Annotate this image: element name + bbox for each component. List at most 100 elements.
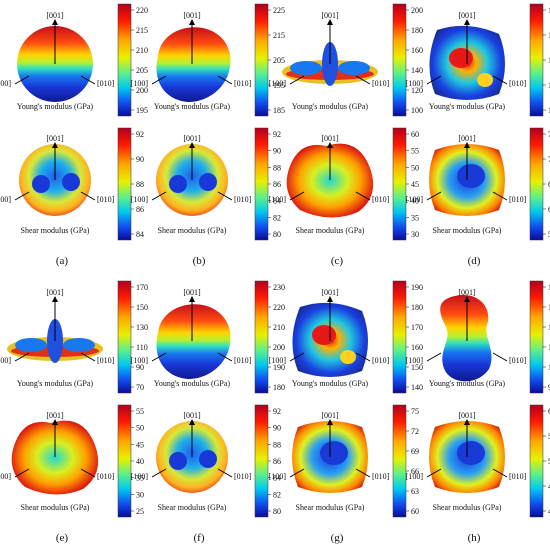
x-axis-label: [100] [406, 195, 424, 204]
y-axis-label: [010] [234, 195, 252, 204]
z-axis-label: [001] [46, 288, 64, 297]
z-axis-label: [001] [46, 411, 64, 420]
shear-colorbar [117, 127, 132, 241]
z-axis-label: [001] [183, 411, 201, 420]
young-title: Young's modulus (GPa) [429, 379, 506, 388]
z-axis-label: [001] [321, 411, 339, 420]
panel-label: (a) [56, 255, 69, 267]
colorbar-tick-label: 180 [548, 31, 550, 40]
x-axis-line [289, 75, 305, 85]
panel-a: [001] [100] [010] Young's modulus (GPa) 220 2… [0, 3, 148, 267]
colorbar-tick-label: 55 [411, 147, 419, 156]
colorbar-tick-label: 170 [548, 303, 550, 312]
z-axis-label: [001] [458, 11, 476, 20]
y-axis-label: [010] [372, 472, 390, 481]
x-axis-label: [100] [406, 356, 424, 365]
young-title: Young's modulus (GPa) [17, 102, 94, 111]
x-axis-line [14, 75, 30, 85]
y-axis-line [492, 468, 508, 478]
colorbar-tick-label: 180 [273, 383, 285, 392]
panel-label: (g) [331, 532, 344, 544]
colorbar-tick-label: 220 [273, 303, 285, 312]
colorbar-tick-label: 90 [273, 424, 281, 433]
shear-surface-spot [199, 173, 217, 191]
shear-surface [286, 143, 374, 218]
colorbar-tick-label: 230 [273, 283, 285, 292]
colorbar-tick-label: 205 [273, 56, 285, 65]
x-axis-label: [100] [131, 472, 149, 481]
y-axis-label: [010] [97, 356, 115, 365]
colorbar-tick-label: 88 [273, 163, 281, 172]
z-axis-label: [001] [183, 288, 201, 297]
y-axis-line [217, 75, 233, 85]
y-axis-line [217, 468, 233, 478]
colorbar-tick-label: 30 [411, 230, 419, 239]
colorbar-tick-label: 72 [411, 427, 419, 436]
young-title: Young's modulus (GPa) [17, 379, 94, 388]
colorbar-tick-label: 92 [273, 130, 281, 139]
y-axis-label: [010] [509, 195, 527, 204]
colorbar-tick-label: 150 [136, 303, 148, 312]
young-surface-lobe [15, 338, 47, 352]
colorbar-tick-label: 170 [136, 283, 148, 292]
young-colorbar [392, 280, 407, 394]
colorbar-tick-label: 88 [273, 440, 281, 449]
z-axis-label: [001] [321, 134, 339, 143]
colorbar-tick-label: 70 [548, 155, 550, 164]
young-colorbar [392, 3, 407, 117]
colorbar-tick-label: 215 [273, 31, 285, 40]
colorbar-tick-label: 50 [411, 163, 419, 172]
x-axis-label: [100] [131, 79, 149, 88]
young-colorbar [254, 3, 269, 117]
shear-colorbar [392, 404, 407, 518]
y-axis-label: [010] [509, 79, 527, 88]
colorbar-tick-label: 55 [136, 407, 144, 416]
young-colorbar [529, 280, 544, 394]
panel-e: [001] [100] [010] Young's modulus (GPa) 170 1… [0, 280, 148, 544]
x-axis-label: [100] [131, 195, 149, 204]
colorbar-tick-label: 75 [411, 407, 419, 416]
shear-surface-spot [169, 175, 187, 193]
y-axis-line [80, 75, 96, 85]
y-axis-line [492, 191, 508, 201]
colorbar-tick-label: 210 [273, 323, 285, 332]
colorbar-tick-label: 84 [273, 197, 281, 206]
panel-label: (c) [331, 255, 344, 267]
y-axis-label: [010] [97, 79, 115, 88]
y-axis-label: [010] [372, 79, 390, 88]
colorbar-tick-label: 150 [548, 106, 550, 115]
x-axis-label: [100] [0, 356, 11, 365]
x-axis-label: [100] [269, 195, 287, 204]
x-axis-label: [100] [269, 356, 287, 365]
colorbar-tick-label: 55 [548, 432, 550, 441]
y-axis-line [355, 75, 371, 85]
colorbar-tick-label: 190 [411, 283, 423, 292]
x-axis-label: [100] [0, 472, 11, 481]
panel-label: (e) [56, 532, 69, 544]
colorbar-tick-label: 84 [136, 230, 144, 239]
colorbar-tick-label: 90 [273, 147, 281, 156]
x-axis-label: [100] [406, 79, 424, 88]
colorbar-tick-label: 80 [273, 507, 281, 516]
colorbar-tick-label: 160 [411, 46, 423, 55]
x-axis-line [14, 352, 30, 362]
shear-title: Shear modulus (GPa) [158, 503, 227, 512]
colorbar-tick-label: 90 [136, 155, 144, 164]
colorbar-tick-label: 45 [548, 482, 550, 491]
x-axis-label: [100] [269, 472, 287, 481]
colorbar-tick-label: 80 [273, 230, 281, 239]
shear-surface [11, 420, 99, 495]
shear-surface-spot [169, 452, 187, 470]
shear-colorbar [117, 404, 132, 518]
colorbar-tick-label: 92 [136, 130, 144, 139]
y-axis-label: [010] [234, 79, 252, 88]
colorbar-tick-label: 40 [411, 197, 419, 206]
panel-label: (d) [468, 255, 481, 267]
colorbar-tick-label: 63 [411, 487, 419, 496]
y-axis-label: [010] [509, 356, 527, 365]
y-axis-label: [010] [97, 195, 115, 204]
z-axis-label: [001] [321, 288, 339, 297]
young-surface [156, 304, 231, 379]
shear-title: Shear modulus (GPa) [158, 226, 227, 235]
x-axis-label: [100] [406, 472, 424, 481]
